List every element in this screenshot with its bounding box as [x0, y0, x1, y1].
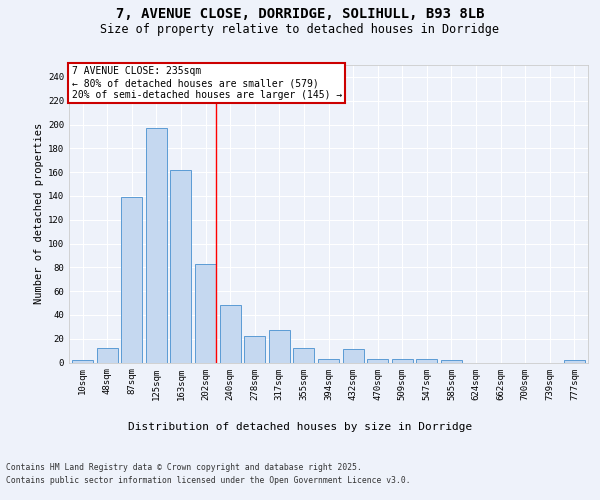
Bar — [441, 360, 462, 362]
Text: Contains HM Land Registry data © Crown copyright and database right 2025.: Contains HM Land Registry data © Crown c… — [6, 462, 362, 471]
Bar — [244, 336, 265, 362]
Text: Size of property relative to detached houses in Dorridge: Size of property relative to detached ho… — [101, 22, 499, 36]
Bar — [170, 170, 191, 362]
Text: Distribution of detached houses by size in Dorridge: Distribution of detached houses by size … — [128, 422, 472, 432]
Bar — [318, 359, 339, 362]
Bar — [564, 360, 585, 362]
Bar — [121, 197, 142, 362]
Bar — [72, 360, 93, 362]
Text: Contains public sector information licensed under the Open Government Licence v3: Contains public sector information licen… — [6, 476, 410, 485]
Bar — [367, 359, 388, 362]
Bar — [392, 359, 413, 362]
Bar — [146, 128, 167, 362]
Text: 7 AVENUE CLOSE: 235sqm
← 80% of detached houses are smaller (579)
20% of semi-de: 7 AVENUE CLOSE: 235sqm ← 80% of detached… — [71, 66, 342, 100]
Text: 7, AVENUE CLOSE, DORRIDGE, SOLIHULL, B93 8LB: 7, AVENUE CLOSE, DORRIDGE, SOLIHULL, B93… — [116, 8, 484, 22]
Bar — [220, 306, 241, 362]
Y-axis label: Number of detached properties: Number of detached properties — [34, 123, 44, 304]
Bar — [343, 350, 364, 362]
Bar — [416, 359, 437, 362]
Bar — [269, 330, 290, 362]
Bar — [97, 348, 118, 362]
Bar — [293, 348, 314, 362]
Bar — [195, 264, 216, 362]
